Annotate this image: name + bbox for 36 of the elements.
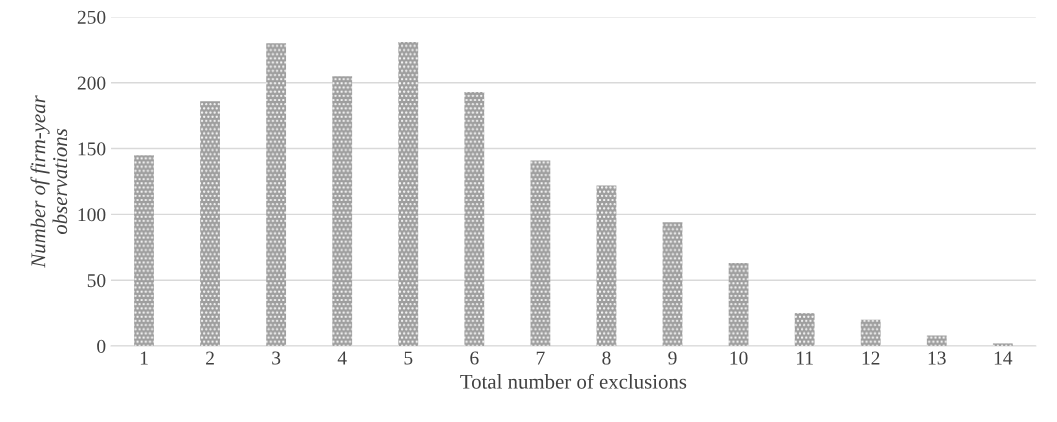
x-tick-label: 7 (536, 351, 545, 365)
x-tick-label: 11 (796, 351, 813, 365)
bar (266, 43, 287, 347)
x-tick-label: 12 (862, 351, 880, 365)
y-tick-label: 100 (78, 208, 106, 222)
x-tick-label: 10 (730, 351, 748, 365)
y-tick-label: 0 (97, 339, 106, 353)
y-tick-label: 250 (77, 10, 106, 24)
x-tick-label: 2 (206, 351, 214, 365)
bar (662, 222, 683, 347)
y-tick-label: 150 (78, 142, 106, 156)
y-tick-label: 50 (87, 274, 106, 288)
x-axis-title: Total number of exclusions (460, 373, 687, 389)
bar (596, 185, 617, 347)
y-tick-label: 200 (77, 76, 106, 90)
bar (728, 263, 749, 347)
x-tick-label: 5 (404, 351, 413, 365)
bar (794, 313, 815, 347)
bar (530, 160, 551, 347)
x-tick-label: 9 (668, 351, 677, 365)
x-tick-label: 13 (928, 351, 946, 365)
x-tick-label: 4 (337, 351, 347, 365)
x-tick-label: 1 (140, 351, 148, 365)
x-tick-label: 14 (994, 351, 1013, 365)
x-tick-label: 3 (272, 351, 281, 365)
bar (926, 335, 947, 347)
bar (200, 101, 220, 347)
x-tick-label: 8 (602, 351, 611, 365)
y-axis-title: Number of firm-year observations (30, 95, 68, 268)
bar (992, 343, 1013, 347)
bar (860, 319, 881, 347)
bar (464, 91, 485, 347)
bar (332, 76, 353, 347)
bar (398, 41, 419, 347)
bar (134, 155, 154, 347)
x-tick-label: 6 (470, 351, 479, 365)
